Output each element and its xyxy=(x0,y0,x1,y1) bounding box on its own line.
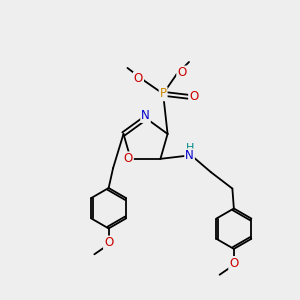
Text: P: P xyxy=(160,87,167,100)
Text: O: O xyxy=(134,72,143,86)
Text: N: N xyxy=(141,109,150,122)
Text: O: O xyxy=(124,152,133,165)
Text: H: H xyxy=(186,143,194,153)
Text: O: O xyxy=(229,257,239,270)
Text: N: N xyxy=(185,149,194,162)
Text: O: O xyxy=(189,90,198,103)
Text: O: O xyxy=(104,236,113,250)
Text: O: O xyxy=(177,67,187,80)
